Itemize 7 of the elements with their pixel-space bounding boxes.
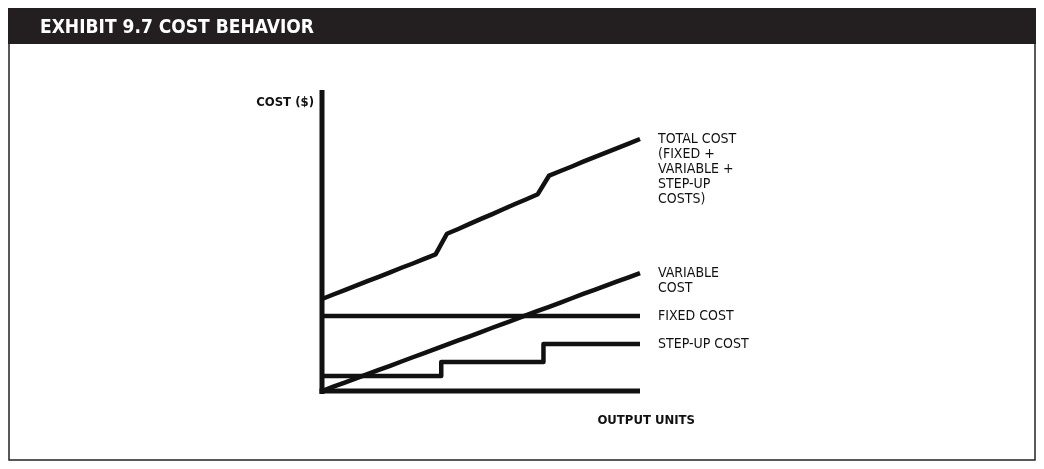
series-label: FIXED COST [658, 306, 734, 323]
y-axis-title: COST ($) [256, 94, 314, 109]
series-label: STEP-UP COST [658, 334, 749, 351]
x-axis-title: OUTPUT UNITS [597, 412, 695, 427]
series-label: VARIABLE COST [658, 264, 720, 296]
chart-title: EXHIBIT 9.7 COST BEHAVIOR [40, 15, 314, 37]
series-label: TOTAL COST (FIXED + VARIABLE + STEP-UP COSTS) [657, 130, 737, 206]
